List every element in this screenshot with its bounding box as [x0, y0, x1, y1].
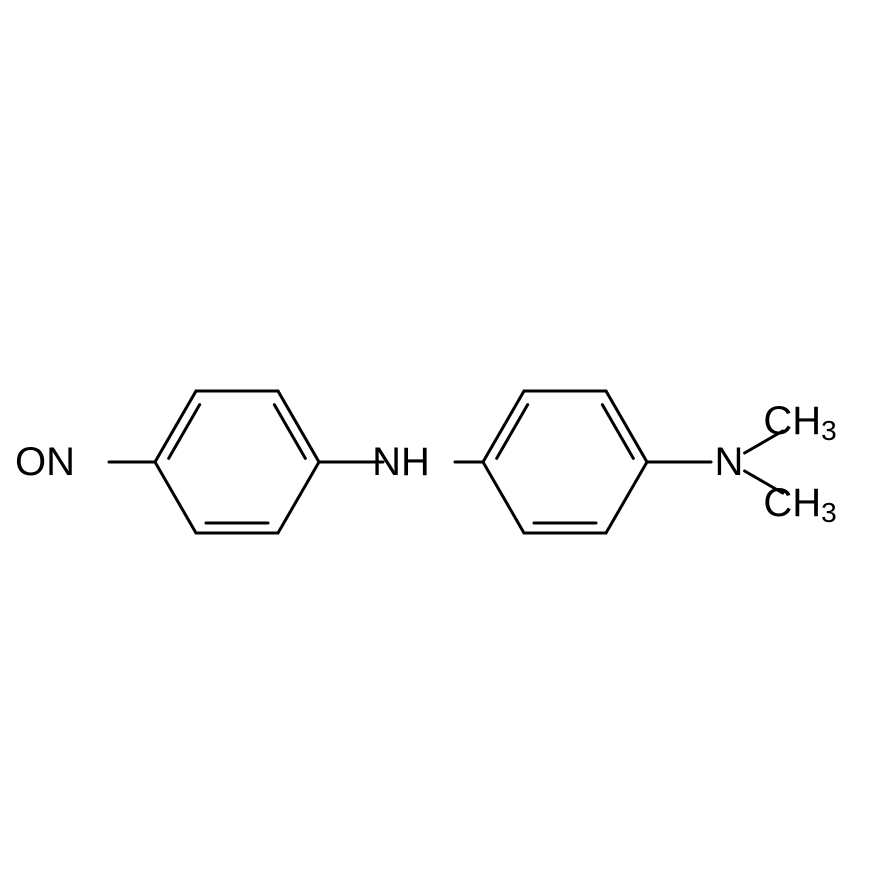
- atom-label-O1: ON: [15, 440, 75, 484]
- atom-label-NH: NH: [372, 440, 430, 484]
- chemical-structure-svg: ON NH N CH3 CH3: [0, 0, 890, 890]
- atom-label-CH3a: CH3: [763, 399, 836, 445]
- atom-label-CH3b: CH3: [763, 481, 836, 527]
- atom-label-N2: N: [715, 440, 744, 484]
